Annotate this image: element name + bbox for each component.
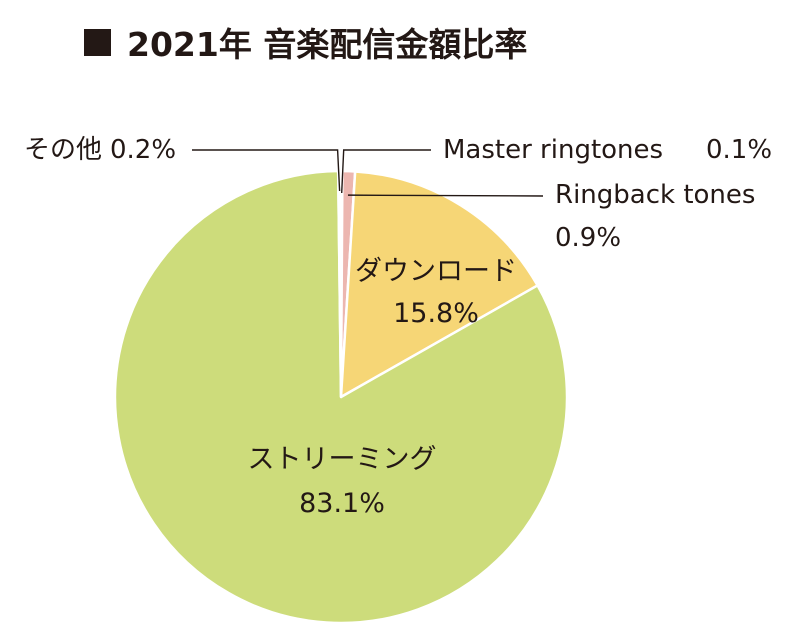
- callout-master-ringtones-value: 0.1%: [706, 135, 772, 165]
- callout-other: その他: [24, 135, 102, 165]
- pie-slices: [113, 169, 569, 625]
- callout-ringback-tones: Ringback tones: [555, 180, 755, 210]
- label-streaming: ストリーミング: [248, 444, 437, 475]
- callout-master-ringtones: Master ringtones: [443, 135, 663, 165]
- callout-ringback-tones-value: 0.9%: [555, 223, 621, 253]
- slice-labels: ダウンロード 15.8% ストリーミング 83.1% その他 0.2% Mast…: [24, 135, 772, 519]
- leader-line-other: [192, 149, 341, 192]
- value-download: 15.8%: [393, 298, 479, 329]
- leader-lines: [192, 149, 544, 197]
- leader-line-ringback-tones: [347, 194, 544, 197]
- label-download: ダウンロード: [355, 256, 517, 287]
- title-square-icon: [84, 28, 111, 56]
- value-streaming: 83.1%: [299, 488, 385, 519]
- callout-other-value: 0.2%: [110, 135, 176, 165]
- chart-title: 2021年 音楽配信金額比率: [84, 10, 527, 74]
- leader-line-master-ringtones: [340, 149, 431, 194]
- chart-title-text: 2021年 音楽配信金額比率: [127, 25, 528, 64]
- pie-slice-download: [339, 170, 539, 399]
